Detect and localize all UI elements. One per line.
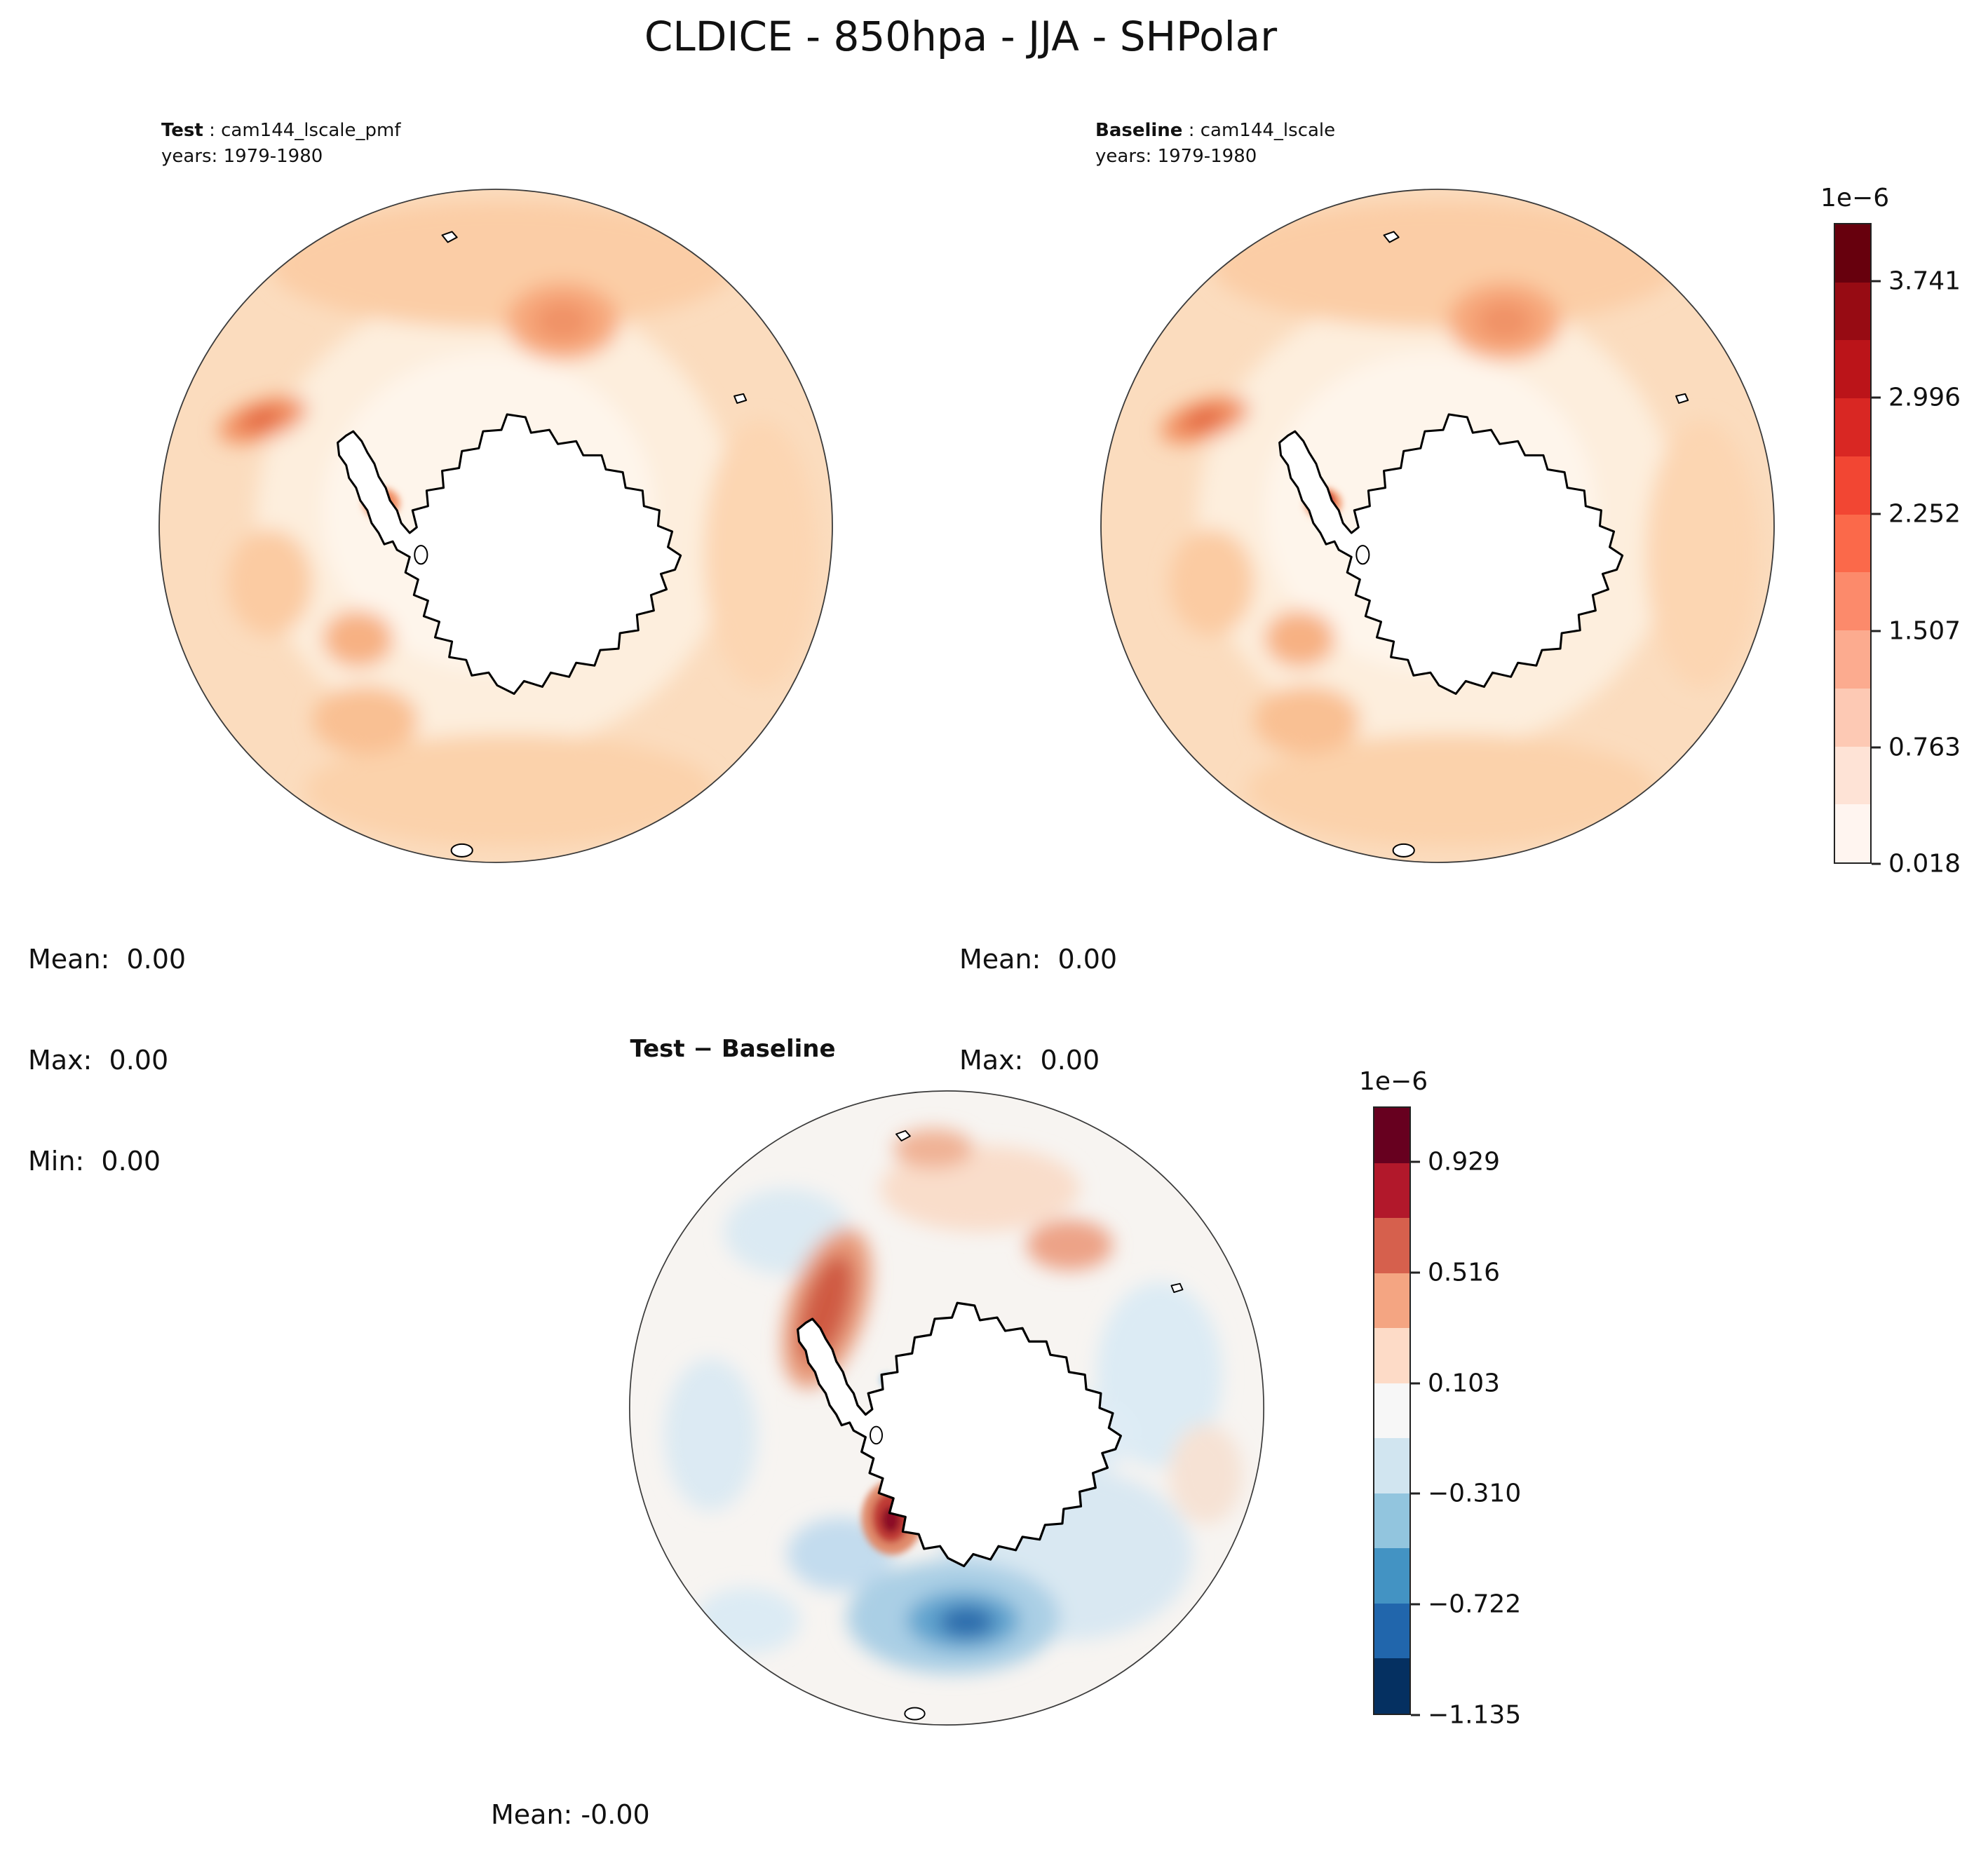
map-boundary-circle	[1100, 189, 1775, 863]
tick-mark	[1411, 1382, 1420, 1385]
tick-label: 0.763	[1888, 733, 1961, 762]
tick-mark	[1411, 1714, 1420, 1716]
colorbar-segment	[1835, 398, 1870, 456]
colorbar-segment	[1835, 746, 1870, 805]
test-panel-header: Test : cam144_lscale_pmf years: 1979-198…	[161, 118, 401, 170]
tick-label: 3.741	[1888, 266, 1961, 296]
baseline-years: years: 1979-1980	[1095, 146, 1257, 167]
tick-mark	[1872, 630, 1881, 632]
test-years: years: 1979-1980	[161, 146, 323, 167]
tick-label: 0.516	[1428, 1258, 1501, 1287]
tick-mark	[1411, 1271, 1420, 1274]
colorbar-segment	[1835, 572, 1870, 631]
baseline-dataset: : cam144_lscale	[1182, 120, 1336, 141]
baseline-panel-header: Baseline : cam144_lscale years: 1979-198…	[1095, 118, 1335, 170]
colorbar-segment	[1835, 804, 1870, 863]
test-dataset: : cam144_lscale_pmf	[203, 120, 401, 141]
tick-mark	[1872, 862, 1881, 865]
colorbar-segment	[1374, 1163, 1409, 1219]
colorbar-segment	[1835, 514, 1870, 573]
map-boundary-circle	[628, 1090, 1265, 1726]
colorbar-segment	[1374, 1273, 1409, 1329]
stat-max: Max: 0.00	[959, 1045, 1100, 1076]
tick-mark	[1411, 1492, 1420, 1495]
colorbar-segment	[1835, 456, 1870, 515]
stat-mean: Mean: 0.00	[28, 944, 187, 975]
stats-diff: Mean: -0.00 Max: 0.00 Min: -0.00	[491, 1730, 650, 1870]
colorbar-segment	[1374, 1438, 1409, 1493]
stat-max: Max: 0.00	[28, 1045, 169, 1076]
colorbar-segment	[1835, 282, 1870, 341]
tick-label: 0.103	[1428, 1369, 1501, 1398]
tick-mark	[1872, 396, 1881, 399]
colorbar-difference-ticks: 0.929 0.516 0.103 −0.310 −0.722 −1.135	[1411, 1106, 1537, 1730]
tick-mark	[1872, 513, 1881, 515]
stats-test: Mean: 0.00 Max: 0.00 Min: 0.00	[28, 875, 186, 1245]
colorbar-absolute-ticks: 3.741 2.996 2.252 1.507 0.763 0.018	[1872, 223, 1984, 879]
colorbar-segment	[1374, 1108, 1409, 1163]
colorbar-segment	[1374, 1383, 1409, 1439]
tick-label: 1.507	[1888, 616, 1961, 646]
colorbar-segment	[1835, 340, 1870, 399]
colorbar-segment	[1835, 224, 1870, 283]
colorbar-absolute-exponent: 1e−6	[1820, 184, 1890, 212]
stat-mean: Mean: 0.00	[959, 944, 1118, 975]
colorbar-segment	[1374, 1658, 1409, 1714]
map-test	[158, 189, 833, 863]
map-diff	[628, 1090, 1265, 1726]
colorbar-segment	[1374, 1603, 1409, 1659]
map-boundary-circle	[158, 189, 833, 863]
stat-min: Min: 0.00	[28, 1146, 161, 1177]
figure-title: CLDICE - 850hpa - JJA - SHPolar	[644, 13, 1278, 60]
colorbar-segment	[1835, 630, 1870, 689]
tick-label: 2.252	[1888, 499, 1961, 529]
stat-mean: Mean: -0.00	[491, 1799, 650, 1830]
tick-label: −0.722	[1428, 1590, 1522, 1619]
tick-label: 0.929	[1428, 1147, 1501, 1177]
tick-mark	[1411, 1160, 1420, 1163]
tick-mark	[1872, 280, 1881, 283]
colorbar-segment	[1374, 1218, 1409, 1273]
colorbar-absolute	[1834, 223, 1872, 864]
test-label: Test	[161, 120, 203, 141]
colorbar-difference-exponent: 1e−6	[1359, 1067, 1428, 1096]
tick-label: 0.018	[1888, 849, 1961, 879]
baseline-label: Baseline	[1095, 120, 1183, 141]
tick-mark	[1411, 1603, 1420, 1606]
map-baseline	[1100, 189, 1775, 863]
tick-label: 2.996	[1888, 383, 1961, 412]
tick-label: −1.135	[1428, 1700, 1522, 1730]
colorbar-segment	[1374, 1493, 1409, 1549]
colorbar-difference	[1373, 1106, 1411, 1715]
colorbar-segment	[1374, 1328, 1409, 1383]
colorbar-segment	[1374, 1548, 1409, 1604]
tick-label: −0.310	[1428, 1479, 1522, 1508]
tick-mark	[1872, 746, 1881, 749]
colorbar-segment	[1835, 688, 1870, 747]
diff-panel-title: Test − Baseline	[630, 1035, 836, 1063]
